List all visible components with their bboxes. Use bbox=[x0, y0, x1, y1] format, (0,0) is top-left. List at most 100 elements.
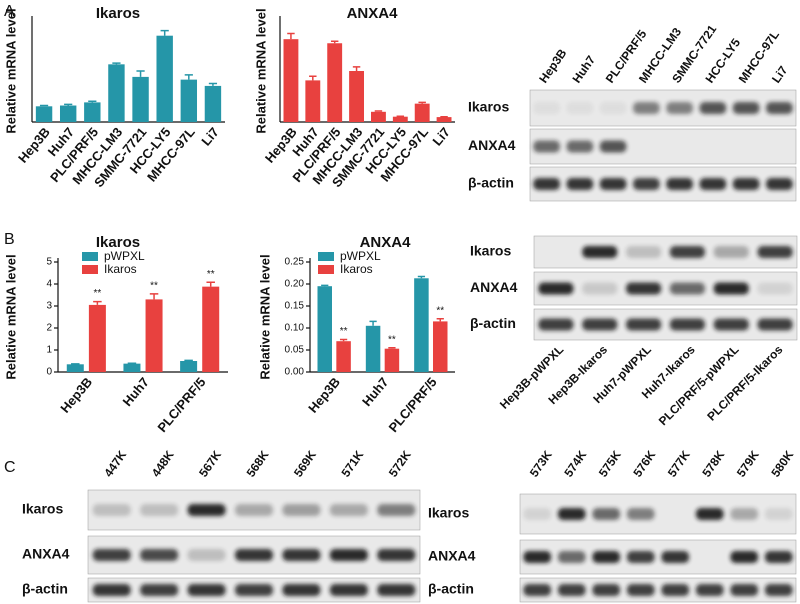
error-bar bbox=[208, 82, 218, 86]
y-tick-label: 0.20 bbox=[285, 279, 305, 290]
band bbox=[661, 584, 690, 596]
error-bar bbox=[287, 32, 295, 40]
band bbox=[282, 584, 321, 596]
error-bar bbox=[436, 318, 444, 322]
blot-row-label: Ikaros bbox=[468, 99, 509, 115]
bar bbox=[145, 299, 163, 372]
band bbox=[533, 140, 560, 153]
band bbox=[732, 102, 760, 114]
band bbox=[764, 551, 793, 563]
band bbox=[699, 178, 727, 190]
band bbox=[566, 178, 594, 190]
band bbox=[626, 282, 662, 295]
chart-title: ANXA4 bbox=[347, 5, 399, 22]
error-bar bbox=[321, 284, 329, 287]
band bbox=[329, 549, 368, 561]
band bbox=[626, 246, 662, 258]
lane-label: 568K bbox=[244, 448, 272, 480]
band bbox=[713, 282, 749, 295]
band bbox=[713, 318, 749, 331]
band bbox=[592, 508, 621, 520]
lane-label: 576K bbox=[630, 448, 658, 480]
error-bar bbox=[112, 62, 121, 65]
band bbox=[92, 504, 131, 516]
lane-label: 579K bbox=[734, 448, 762, 480]
legend-swatch bbox=[82, 265, 98, 274]
band bbox=[282, 504, 321, 516]
legend-swatch bbox=[318, 265, 334, 274]
lane-label: 577K bbox=[665, 448, 693, 480]
y-tick-label: 4 bbox=[46, 279, 52, 290]
band bbox=[582, 246, 618, 258]
band bbox=[533, 102, 560, 114]
band bbox=[695, 508, 724, 520]
bar bbox=[123, 363, 141, 372]
lane-label: 448K bbox=[149, 448, 177, 480]
bar bbox=[180, 79, 198, 122]
band bbox=[730, 584, 759, 596]
y-axis-label: Relative mRNA level bbox=[257, 254, 272, 379]
bar bbox=[156, 35, 173, 122]
bar bbox=[88, 304, 106, 372]
band bbox=[626, 584, 655, 596]
bar bbox=[349, 71, 364, 122]
lane-label: 580K bbox=[768, 448, 796, 480]
lane-label: 575K bbox=[596, 448, 624, 480]
bar bbox=[327, 43, 343, 123]
band bbox=[187, 504, 226, 516]
band bbox=[582, 282, 618, 295]
band bbox=[626, 318, 662, 331]
error-bar bbox=[184, 359, 193, 362]
band bbox=[377, 504, 416, 516]
error-bar bbox=[339, 338, 348, 342]
blot-row-label: β-actin bbox=[468, 175, 514, 191]
x-tick-label: Hep3B bbox=[57, 374, 95, 415]
lane-label: 578K bbox=[699, 448, 727, 480]
x-tick-label: PLC/PRF/5 bbox=[386, 374, 440, 435]
y-axis-label: Relative mRNA level bbox=[3, 254, 18, 379]
band bbox=[713, 246, 749, 258]
band bbox=[140, 584, 179, 596]
blot-row-label: β-actin bbox=[470, 315, 516, 331]
blot-row-label: ANXA4 bbox=[22, 546, 70, 562]
band bbox=[557, 508, 586, 520]
y-axis-label: Relative mRNA level bbox=[3, 8, 18, 133]
bar bbox=[433, 321, 448, 372]
band bbox=[757, 246, 793, 258]
band bbox=[669, 246, 705, 258]
lane-label: 572K bbox=[386, 448, 414, 480]
lane-label: 567K bbox=[196, 448, 224, 480]
error-bar bbox=[149, 293, 159, 300]
band bbox=[757, 282, 793, 295]
band bbox=[557, 584, 586, 596]
band bbox=[633, 102, 660, 114]
band bbox=[633, 178, 660, 190]
chart-title: Ikaros bbox=[96, 5, 140, 22]
error-bar bbox=[39, 104, 49, 107]
error-bar bbox=[369, 320, 377, 326]
x-tick-label: Li7 bbox=[198, 124, 222, 148]
legend-label: Ikaros bbox=[340, 262, 373, 276]
band bbox=[557, 551, 586, 563]
band bbox=[282, 549, 321, 561]
bar bbox=[84, 102, 101, 122]
band bbox=[669, 318, 705, 331]
x-tick-label: Hep3B bbox=[305, 374, 343, 415]
bar bbox=[180, 361, 198, 372]
y-tick-label: 0.00 bbox=[285, 367, 305, 378]
bar bbox=[305, 80, 321, 122]
band bbox=[235, 549, 273, 561]
blot-row-label: ANXA4 bbox=[468, 137, 516, 153]
band bbox=[764, 584, 793, 596]
error-bar bbox=[184, 74, 193, 80]
y-tick-label: 0.10 bbox=[285, 323, 305, 334]
y-tick-label: 3 bbox=[46, 301, 52, 312]
blot-row-label: Ikaros bbox=[428, 505, 469, 521]
band bbox=[626, 551, 655, 563]
error-bar bbox=[352, 66, 361, 71]
band bbox=[592, 584, 621, 596]
panel-label: C bbox=[4, 459, 16, 476]
bar bbox=[204, 85, 222, 122]
annotation: ** bbox=[207, 269, 215, 280]
